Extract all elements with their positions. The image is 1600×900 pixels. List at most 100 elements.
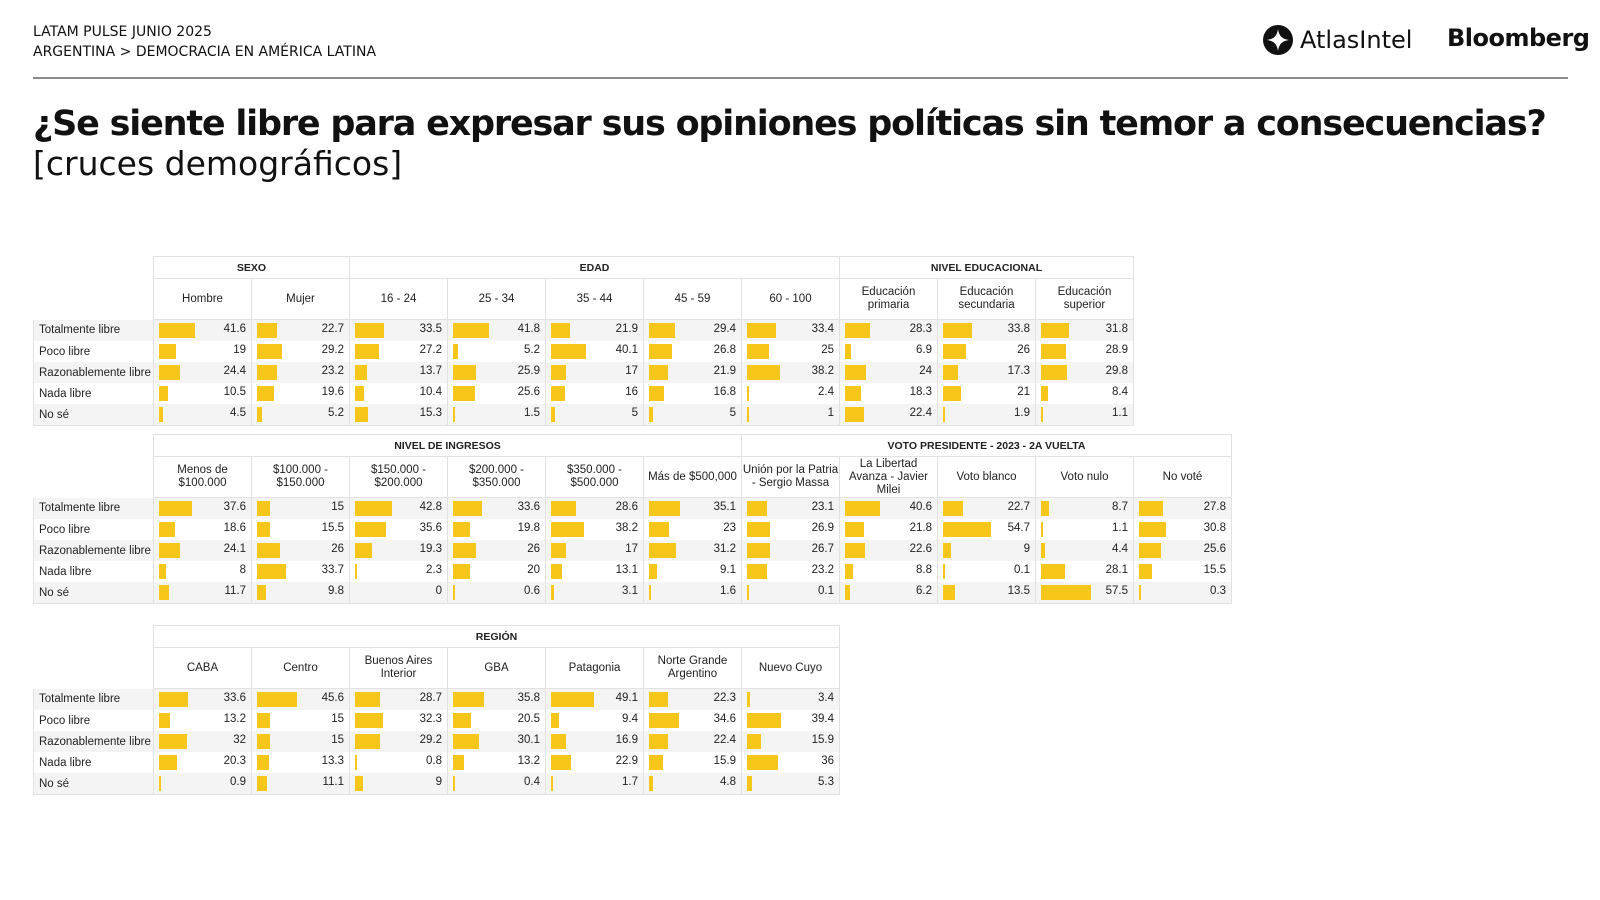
data-cell: 32: [153, 731, 252, 752]
data-label: 1.9: [1014, 407, 1030, 419]
data-bar: [355, 543, 372, 558]
data-cell: 13.3: [251, 752, 350, 773]
crosstab-table: SEXO EDAD NIVEL EDUCACIONAL Hombre Mujer 16 -…: [33, 256, 1134, 426]
data-bar: [649, 543, 677, 558]
data-bar: [159, 407, 163, 422]
row-label: Razonablemente libre: [33, 540, 154, 561]
data-bar: [257, 692, 297, 707]
column-header: $350.000 - $500.000: [545, 456, 644, 498]
row-label: Totalmente libre: [33, 688, 154, 710]
data-cell: 33.5: [349, 319, 448, 341]
data-bar: [453, 365, 476, 380]
data-label: 23.1: [811, 501, 834, 513]
data-cell: 5.3: [741, 773, 840, 795]
data-cell: 16.9: [545, 731, 644, 752]
data-cell: 26: [251, 540, 350, 561]
data-cell: 0.1: [741, 582, 840, 604]
data-cell: 9: [349, 773, 448, 795]
data-bar: [551, 323, 571, 338]
data-bar: [355, 713, 384, 728]
data-label: 34.6: [713, 713, 736, 725]
data-label: 8.8: [916, 564, 932, 576]
data-cell: 15: [251, 710, 350, 731]
data-bar: [355, 501, 393, 516]
data-cell: 17.3: [937, 362, 1036, 383]
column-header: Voto blanco: [937, 456, 1036, 498]
row-label: Razonablemente libre: [33, 362, 154, 383]
column-header: 25 - 34: [447, 278, 546, 320]
data-label: 38.2: [811, 365, 834, 377]
data-cell: 36: [741, 752, 840, 773]
data-label: 33.6: [223, 692, 246, 704]
data-label: 29.8: [1105, 365, 1128, 377]
data-bar: [649, 713, 680, 728]
data-bar: [453, 323, 490, 338]
data-label: 33.7: [321, 564, 344, 576]
data-bar: [1041, 564, 1066, 579]
data-label: 32.3: [419, 713, 442, 725]
data-bar: [747, 522, 771, 537]
data-label: 26: [527, 543, 540, 555]
data-label: 41.6: [223, 323, 246, 335]
row-label: Razonablemente libre: [33, 731, 154, 752]
column-header: Más de $500,000: [643, 456, 742, 498]
data-cell: 29.2: [349, 731, 448, 752]
table-row: No sé 11.7 9.8 0 0.6 3.1 1.6 0.1 6.2 13.5 57.5 0.3: [33, 582, 1232, 604]
data-label: 22.6: [909, 543, 932, 555]
data-cell: 33.6: [447, 497, 546, 519]
data-bar: [257, 407, 262, 422]
data-label: 33.4: [811, 323, 834, 335]
data-label: 19.3: [419, 543, 442, 555]
column-header: CABA: [153, 647, 252, 689]
data-cell: 3.4: [741, 688, 840, 710]
data-cell: 0.9: [153, 773, 252, 795]
crosstab-table: NIVEL DE INGRESOS VOTO PRESIDENTE - 2023 …: [33, 434, 1232, 604]
data-cell: 57.5: [1035, 582, 1134, 604]
data-bar: [649, 564, 657, 579]
data-label: 13.3: [321, 755, 344, 767]
data-cell: 13.1: [545, 561, 644, 582]
data-bar: [845, 564, 853, 579]
data-cell: 11.1: [251, 773, 350, 795]
data-label: 16.9: [615, 734, 638, 746]
data-bar: [747, 755, 779, 770]
data-cell: 35.6: [349, 519, 448, 540]
data-bar: [355, 407, 369, 422]
data-bar: [355, 564, 357, 579]
data-cell: 5.2: [447, 341, 546, 362]
table-row: Totalmente libre 41.6 22.7 33.5 41.8 21.9 29.4…: [33, 319, 1134, 341]
data-label: 13.7: [419, 365, 442, 377]
data-label: 21: [1017, 386, 1030, 398]
table-row: No sé 0.9 11.1 9 0.4 1.7 4.8 5.3: [33, 773, 840, 795]
data-bar: [845, 344, 851, 359]
data-cell: 18.3: [839, 383, 938, 404]
group-header: EDAD: [349, 256, 840, 279]
column-header: La Libertad Avanza - Javier Milei: [839, 456, 938, 498]
data-label: 41.8: [517, 323, 540, 335]
data-cell: 35.8: [447, 688, 546, 710]
data-cell: 9.1: [643, 561, 742, 582]
data-cell: 21: [937, 383, 1036, 404]
data-label: 25: [821, 344, 834, 356]
data-cell: 54.7: [937, 519, 1036, 540]
column-header: Educación superior: [1035, 278, 1134, 320]
data-cell: 11.7: [153, 582, 252, 604]
data-cell: 15: [251, 497, 350, 519]
data-bar: [747, 585, 749, 600]
data-cell: 8.7: [1035, 497, 1134, 519]
data-label: 26.9: [811, 522, 834, 534]
data-cell: 2.4: [741, 383, 840, 404]
corner-blank: [33, 625, 154, 648]
data-bar: [159, 713, 171, 728]
data-label: 10.4: [419, 386, 442, 398]
data-cell: 16: [545, 383, 644, 404]
row-label: Poco libre: [33, 519, 154, 540]
data-bar: [355, 323, 385, 338]
column-header: $200.000 - $350.000: [447, 456, 546, 498]
data-cell: 22.6: [839, 540, 938, 561]
data-cell: 31.2: [643, 540, 742, 561]
data-label: 31.8: [1105, 323, 1128, 335]
data-label: 28.9: [1105, 344, 1128, 356]
data-cell: 26.9: [741, 519, 840, 540]
data-label: 24: [919, 365, 932, 377]
